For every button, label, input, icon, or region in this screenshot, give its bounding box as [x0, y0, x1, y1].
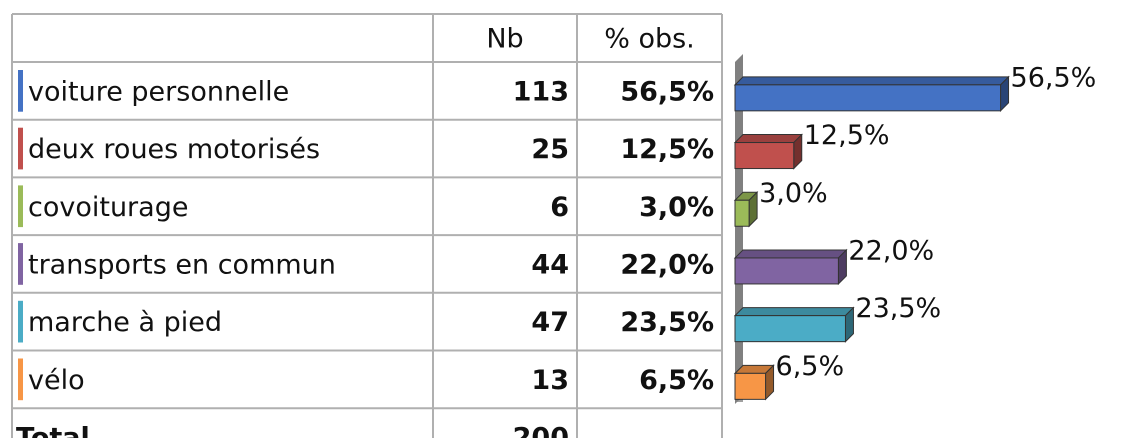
row-color-stripe	[18, 185, 23, 228]
row-percent: 12,5%	[620, 134, 714, 165]
row-count: 47	[531, 307, 569, 338]
bar	[734, 372, 767, 400]
bar-top	[733, 76, 1010, 86]
bar-label: 12,5%	[804, 120, 890, 151]
row-label: covoiturage	[28, 192, 188, 223]
row-percent: 3,0%	[639, 192, 714, 223]
bar	[734, 199, 750, 227]
column-header: Nb	[486, 24, 523, 55]
row-label: voiture personnelle	[28, 76, 289, 107]
bar-label: 3,0%	[759, 178, 828, 209]
row-percent: 6,5%	[639, 365, 714, 396]
row-color-stripe	[18, 300, 23, 343]
row-count: 6	[550, 192, 569, 223]
row-count: 113	[513, 76, 569, 107]
total-label: Total	[16, 423, 90, 438]
bar	[734, 142, 795, 170]
bar-top	[733, 249, 848, 259]
bar-top	[733, 307, 855, 317]
bar	[734, 315, 846, 343]
column-header: % obs.	[604, 24, 695, 55]
row-label: deux roues motorisés	[28, 134, 320, 165]
bar-label: 56,5%	[1011, 62, 1097, 93]
bar-label: 6,5%	[776, 351, 845, 382]
row-label: vélo	[28, 365, 85, 396]
row-color-stripe	[18, 358, 23, 401]
bar-label: 22,0%	[848, 235, 934, 266]
row-label: transports en commun	[28, 249, 336, 280]
bar	[734, 84, 1002, 112]
row-percent: 23,5%	[620, 307, 714, 338]
row-label: marche à pied	[28, 307, 222, 338]
bar	[734, 257, 839, 285]
bar-top	[733, 134, 803, 144]
row-color-stripe	[18, 70, 23, 112]
row-percent: 22,0%	[620, 249, 714, 280]
row-percent: 56,5%	[620, 76, 714, 107]
row-color-stripe	[18, 127, 23, 170]
row-count: 13	[531, 365, 569, 396]
bar-label: 23,5%	[855, 293, 941, 324]
row-count: 25	[531, 134, 569, 165]
row-count: 44	[531, 249, 569, 280]
row-color-stripe	[18, 243, 23, 285]
total-count: 200	[513, 423, 569, 438]
